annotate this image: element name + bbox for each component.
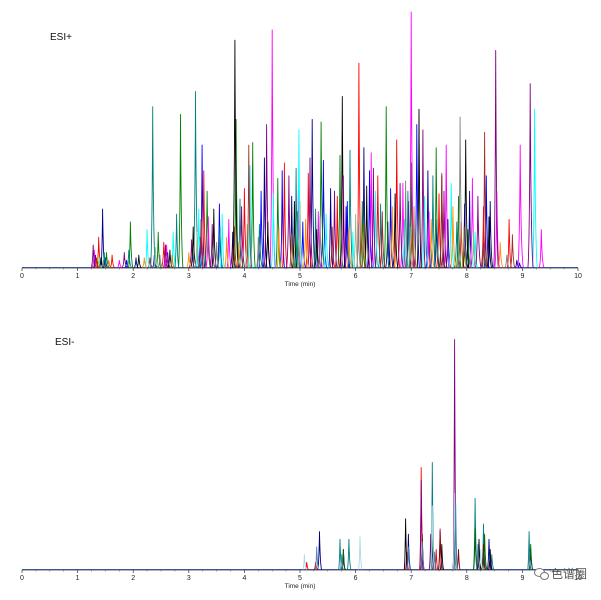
esi-minus-traces <box>22 339 578 571</box>
x-tick-label: 1 <box>76 273 80 280</box>
series-trace <box>106 206 468 269</box>
series-trace <box>152 200 478 269</box>
wechat-icon <box>533 568 549 580</box>
watermark: 色谱圈 <box>533 565 587 582</box>
series-trace <box>420 531 486 571</box>
x-tick-label: 6 <box>354 273 358 280</box>
series-trace <box>341 518 534 571</box>
x-tick-label: 4 <box>242 575 246 582</box>
watermark-text: 色谱圈 <box>550 567 587 581</box>
series-trace <box>100 116 510 269</box>
esi-minus-x-ticks: 0 1 2 3 4 5 6 7 8 9 10 <box>20 570 582 582</box>
x-tick-label: 8 <box>465 273 469 280</box>
series-trace <box>97 108 538 269</box>
x-tick-label: 10 <box>574 273 582 280</box>
x-tick-label: 9 <box>520 273 524 280</box>
esi-minus-panel: ESI- 0 1 2 3 4 5 6 7 8 9 10 Time (min) <box>20 337 582 590</box>
series-trace <box>93 131 516 269</box>
series-trace <box>314 502 532 571</box>
esi-plus-x-ticks: 0 1 2 3 4 5 6 7 8 9 10 <box>20 268 582 280</box>
x-tick-label: 0 <box>20 575 24 582</box>
esi-plus-x-axis-title: Time (min) <box>285 281 316 288</box>
x-tick-label: 1 <box>76 575 80 582</box>
series-trace <box>102 90 487 269</box>
x-tick-label: 4 <box>242 273 246 280</box>
series-trace <box>304 467 493 571</box>
x-tick-label: 8 <box>465 575 469 582</box>
series-trace <box>94 206 504 269</box>
esi-minus-label: ESI- <box>55 337 74 348</box>
series-trace <box>98 39 493 269</box>
x-tick-label: 0 <box>20 273 24 280</box>
series-trace <box>96 62 512 269</box>
series-trace <box>302 492 484 571</box>
series-trace <box>90 49 534 269</box>
x-tick-label: 6 <box>354 575 358 582</box>
x-tick-label: 9 <box>520 575 524 582</box>
x-tick-label: 7 <box>409 575 413 582</box>
esi-plus-traces <box>22 11 578 269</box>
series-trace <box>419 339 486 571</box>
series-trace <box>91 11 545 269</box>
x-tick-label: 7 <box>409 273 413 280</box>
x-tick-label: 5 <box>298 575 302 582</box>
x-tick-label: 2 <box>131 273 135 280</box>
esi-plus-label: ESI+ <box>50 32 72 43</box>
x-tick-label: 2 <box>131 575 135 582</box>
x-tick-label: 5 <box>298 273 302 280</box>
x-tick-label: 3 <box>187 575 191 582</box>
esi-minus-x-axis-title: Time (min) <box>285 583 316 590</box>
series-trace <box>103 106 472 269</box>
x-tick-label: 3 <box>187 273 191 280</box>
x-tick-label: 10 <box>574 575 582 582</box>
esi-plus-panel: ESI+ 0 1 2 3 4 5 6 7 8 9 10 Time (min) <box>20 11 582 288</box>
